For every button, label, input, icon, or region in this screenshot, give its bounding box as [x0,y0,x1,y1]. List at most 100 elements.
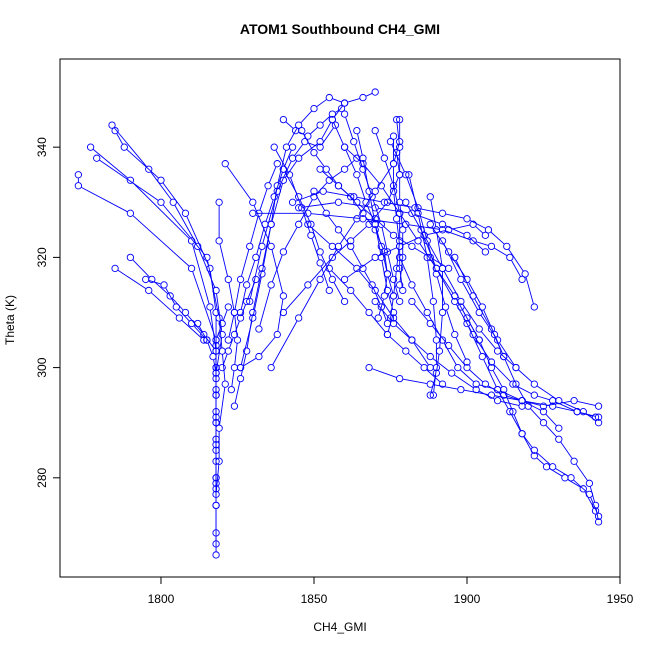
series-segment [228,282,235,310]
series-segment [381,260,388,288]
data-point [340,275,349,284]
series-segment [437,270,454,294]
data-point [307,231,315,239]
data-point [246,297,254,306]
series-segment [332,98,342,103]
data-point [230,402,239,410]
data-point [389,292,398,300]
series-segment [322,116,331,124]
data-point [322,165,330,173]
series-45 [236,143,297,317]
data-point [325,93,333,102]
series-segment [433,304,437,337]
data-point [187,264,196,273]
series-segment [436,233,443,266]
series-44 [270,143,333,295]
data-point [399,286,407,295]
series-segment [321,254,332,277]
data-point [402,198,410,206]
data-point [194,242,202,251]
series-segment [490,231,505,245]
series-segment [186,216,209,266]
series-segment [432,358,450,372]
series-segment [271,254,283,282]
series-segment [268,166,277,183]
series-segment [396,155,400,172]
series-segment [99,159,159,201]
data-point [555,424,563,432]
series-segment [265,199,274,222]
data-point [396,143,404,151]
data-point [273,330,281,339]
data-point [512,380,520,388]
data-point [463,215,471,223]
data-point [451,330,459,339]
data-point [392,215,401,223]
series-40 [386,138,471,366]
data-point [218,330,226,339]
series-segment [234,315,238,337]
data-point [423,237,431,245]
series-segment [536,452,551,465]
data-point [579,485,587,493]
series-segment [365,93,373,97]
data-point [383,198,392,206]
series-segment [92,148,129,179]
data-point [328,253,336,262]
data-point [444,341,453,350]
y-tick-label: 320 [35,247,49,267]
data-point [389,132,398,140]
series-segment [536,385,557,400]
series-segment [345,150,356,172]
series-segment [437,271,454,299]
series-segment [154,281,168,295]
series-segment [409,224,440,230]
data-point [518,397,526,405]
series-segment [364,166,380,184]
data-point [258,270,266,278]
data-point [444,226,453,234]
series-segment [162,182,184,211]
series-segment [229,337,234,349]
series-segment [316,99,327,107]
series-segment [524,401,541,411]
series-segment [352,226,367,239]
series-segment [393,188,400,211]
series-segment [462,304,478,327]
data-point [270,143,278,151]
series-segment [335,109,339,113]
data-point [334,242,343,251]
data-point [175,314,183,322]
data-point [279,165,288,173]
data-point [432,270,441,278]
series-segment [219,244,228,277]
series-segment [192,244,210,304]
data-point [500,352,508,361]
series-segment [414,341,429,355]
series-segment [334,242,349,256]
data-point [368,281,376,289]
series-segment [375,133,384,156]
data-point [396,115,404,124]
series-27 [340,220,490,284]
series-segment [455,337,467,360]
data-point [267,242,275,251]
data-point [340,143,349,151]
series-segment [285,121,294,129]
data-point [212,413,220,421]
series-segment [573,479,588,493]
data-point [487,242,496,251]
series-segment [567,479,581,488]
data-point [392,115,401,124]
data-point [212,336,220,344]
data-point [573,408,581,416]
series-segment [363,161,369,188]
series-segment [430,200,437,227]
series-segment [234,381,241,403]
data-point [273,160,281,168]
series-segment [247,260,256,282]
data-point [414,204,422,212]
series-segment [259,188,268,211]
data-point [230,308,239,317]
series-segment [347,98,360,103]
